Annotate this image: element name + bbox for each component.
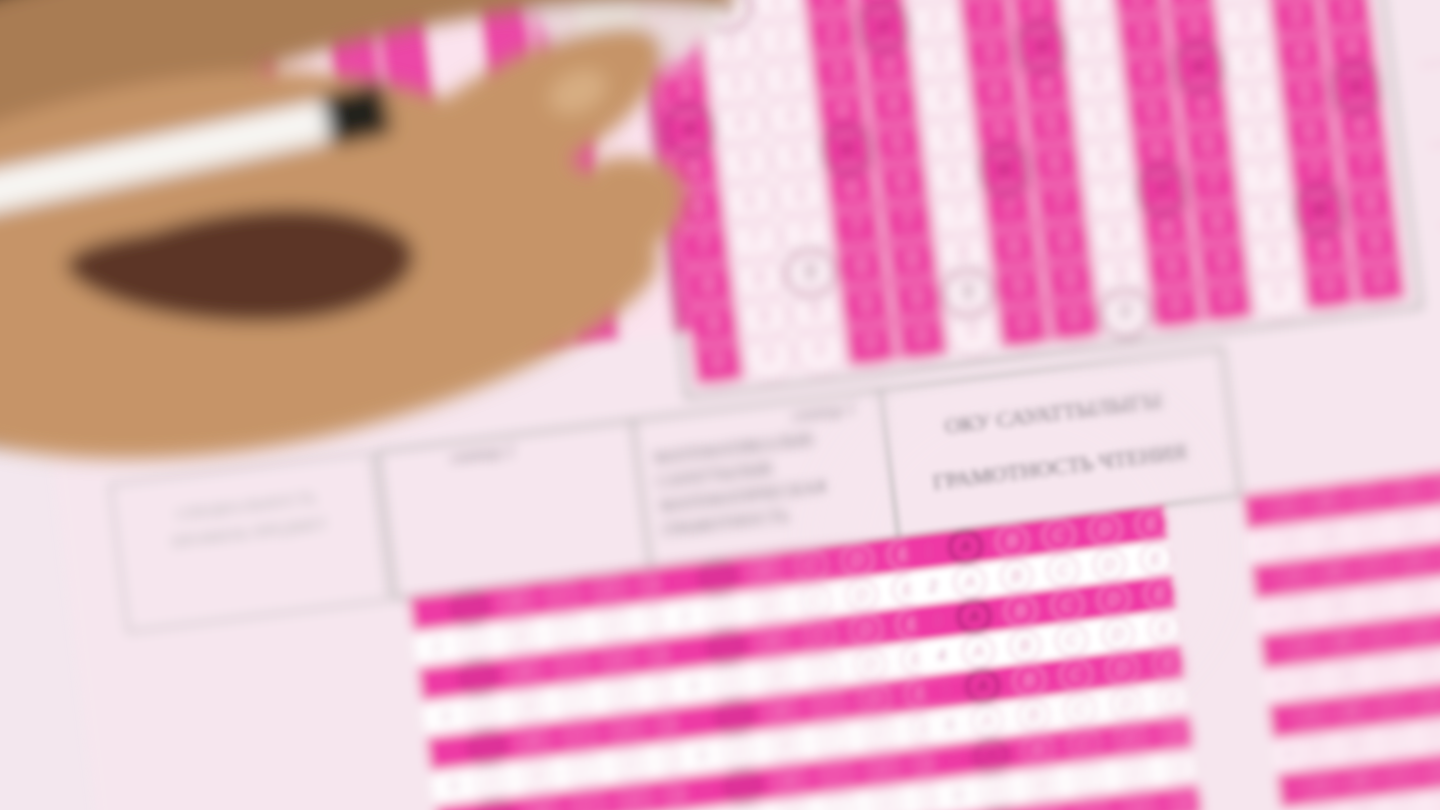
svg-text:A: A — [983, 745, 998, 766]
svg-text:A: A — [479, 736, 494, 757]
svg-text:A: A — [466, 632, 481, 653]
svg-text:D: D — [871, 723, 886, 744]
svg-text:3: 3 — [1339, 0, 1354, 22]
svg-text:C: C — [829, 764, 844, 785]
svg-text:A: A — [1308, 741, 1322, 761]
svg-text:4: 4 — [1266, 607, 1276, 624]
svg-text:D: D — [858, 619, 873, 640]
svg-text:D: D — [1404, 517, 1418, 537]
svg-text:B: B — [1324, 527, 1337, 547]
svg-text:1: 1 — [1254, 503, 1264, 520]
svg-text:A: A — [1304, 706, 1318, 726]
svg-text:A: A — [475, 701, 490, 722]
svg-text:D: D — [1408, 552, 1422, 572]
svg-text:B: B — [1319, 492, 1332, 512]
svg-text:C: C — [560, 620, 575, 641]
svg-text:A: A — [718, 636, 733, 657]
svg-text:C: C — [568, 690, 583, 711]
svg-text:D: D — [1119, 693, 1134, 714]
svg-text:A: A — [487, 806, 502, 810]
svg-text:D: D — [1430, 726, 1440, 746]
svg-text:C: C — [577, 759, 592, 780]
svg-text:D: D — [615, 684, 630, 705]
svg-text:B: B — [1345, 701, 1358, 721]
svg-text:C: C — [1073, 698, 1088, 719]
svg-text:D: D — [1106, 588, 1121, 609]
svg-text:2: 2 — [1257, 538, 1268, 555]
svg-text:D: D — [1102, 553, 1117, 574]
svg-text:A: A — [462, 597, 477, 618]
svg-text:A: A — [1278, 497, 1292, 517]
svg-text:C: C — [812, 624, 827, 645]
svg-text:A: A — [987, 780, 1002, 801]
svg-text:D: D — [850, 549, 865, 570]
svg-text:D: D — [606, 614, 621, 635]
svg-text:A: A — [970, 640, 985, 661]
svg-text:D: D — [867, 688, 882, 709]
svg-text:9: 9 — [1288, 782, 1298, 799]
svg-text:A: A — [975, 675, 990, 696]
svg-text:A: A — [962, 571, 977, 592]
svg-text:C: C — [1068, 664, 1083, 685]
svg-text:A: A — [1295, 636, 1309, 656]
svg-text:A: A — [966, 606, 981, 627]
svg-text:A: A — [1287, 567, 1301, 587]
svg-text:C: C — [555, 585, 570, 606]
svg-text:C: C — [803, 555, 818, 576]
svg-text:A: A — [483, 771, 498, 792]
svg-text:A: A — [957, 536, 972, 557]
svg-text:B: B — [1354, 771, 1367, 791]
svg-text:D: D — [1425, 691, 1439, 711]
svg-text:A: A — [1282, 532, 1296, 552]
svg-text:A: A — [1312, 776, 1326, 796]
svg-text:C: C — [1081, 768, 1096, 789]
svg-text:C: C — [1056, 559, 1071, 580]
svg-text:D: D — [623, 754, 638, 775]
svg-text:D: D — [628, 788, 643, 809]
svg-text:D: D — [1115, 658, 1130, 679]
svg-text:A: A — [470, 666, 485, 687]
svg-text:D: D — [611, 649, 626, 670]
svg-text:A: A — [735, 775, 750, 796]
svg-text:A: A — [722, 671, 737, 692]
svg-text:D: D — [1417, 621, 1431, 641]
svg-text:B: B — [1341, 666, 1354, 686]
svg-text:C: C — [825, 729, 840, 750]
svg-text:D: D — [854, 584, 869, 605]
svg-text:C: C — [1077, 733, 1092, 754]
svg-text:C: C — [564, 655, 579, 676]
svg-text:D: D — [1421, 656, 1435, 676]
svg-text:B: B — [1328, 562, 1341, 582]
svg-text:C: C — [1060, 594, 1075, 615]
svg-text:D: D — [1413, 586, 1427, 606]
svg-text:D: D — [602, 579, 617, 600]
svg-text:A: A — [1291, 601, 1305, 621]
svg-text:C: C — [820, 694, 835, 715]
svg-text:A: A — [731, 740, 746, 761]
svg-text:D: D — [1123, 728, 1138, 749]
svg-text:A: A — [710, 566, 725, 587]
svg-text:D: D — [876, 758, 891, 779]
svg-text:D: D — [1098, 519, 1113, 540]
svg-text:D: D — [1128, 762, 1143, 783]
svg-text:A: A — [1299, 671, 1313, 691]
svg-text:C: C — [808, 590, 823, 611]
svg-text:1: 1 — [769, 0, 784, 13]
svg-text:C: C — [1051, 524, 1066, 545]
svg-text:C: C — [573, 725, 588, 746]
svg-text:B: B — [1332, 596, 1345, 616]
svg-text:A: A — [979, 710, 994, 731]
svg-text:A: A — [714, 601, 729, 622]
svg-text:D: D — [863, 654, 878, 675]
svg-text:A: A — [727, 706, 742, 727]
svg-text:D: D — [1400, 482, 1414, 502]
svg-text:B: B — [1337, 631, 1350, 651]
svg-text:D: D — [1111, 623, 1126, 644]
svg-text:C: C — [816, 659, 831, 680]
svg-text:B: B — [1349, 736, 1362, 756]
svg-text:C: C — [1064, 629, 1079, 650]
svg-text:D: D — [619, 719, 634, 740]
